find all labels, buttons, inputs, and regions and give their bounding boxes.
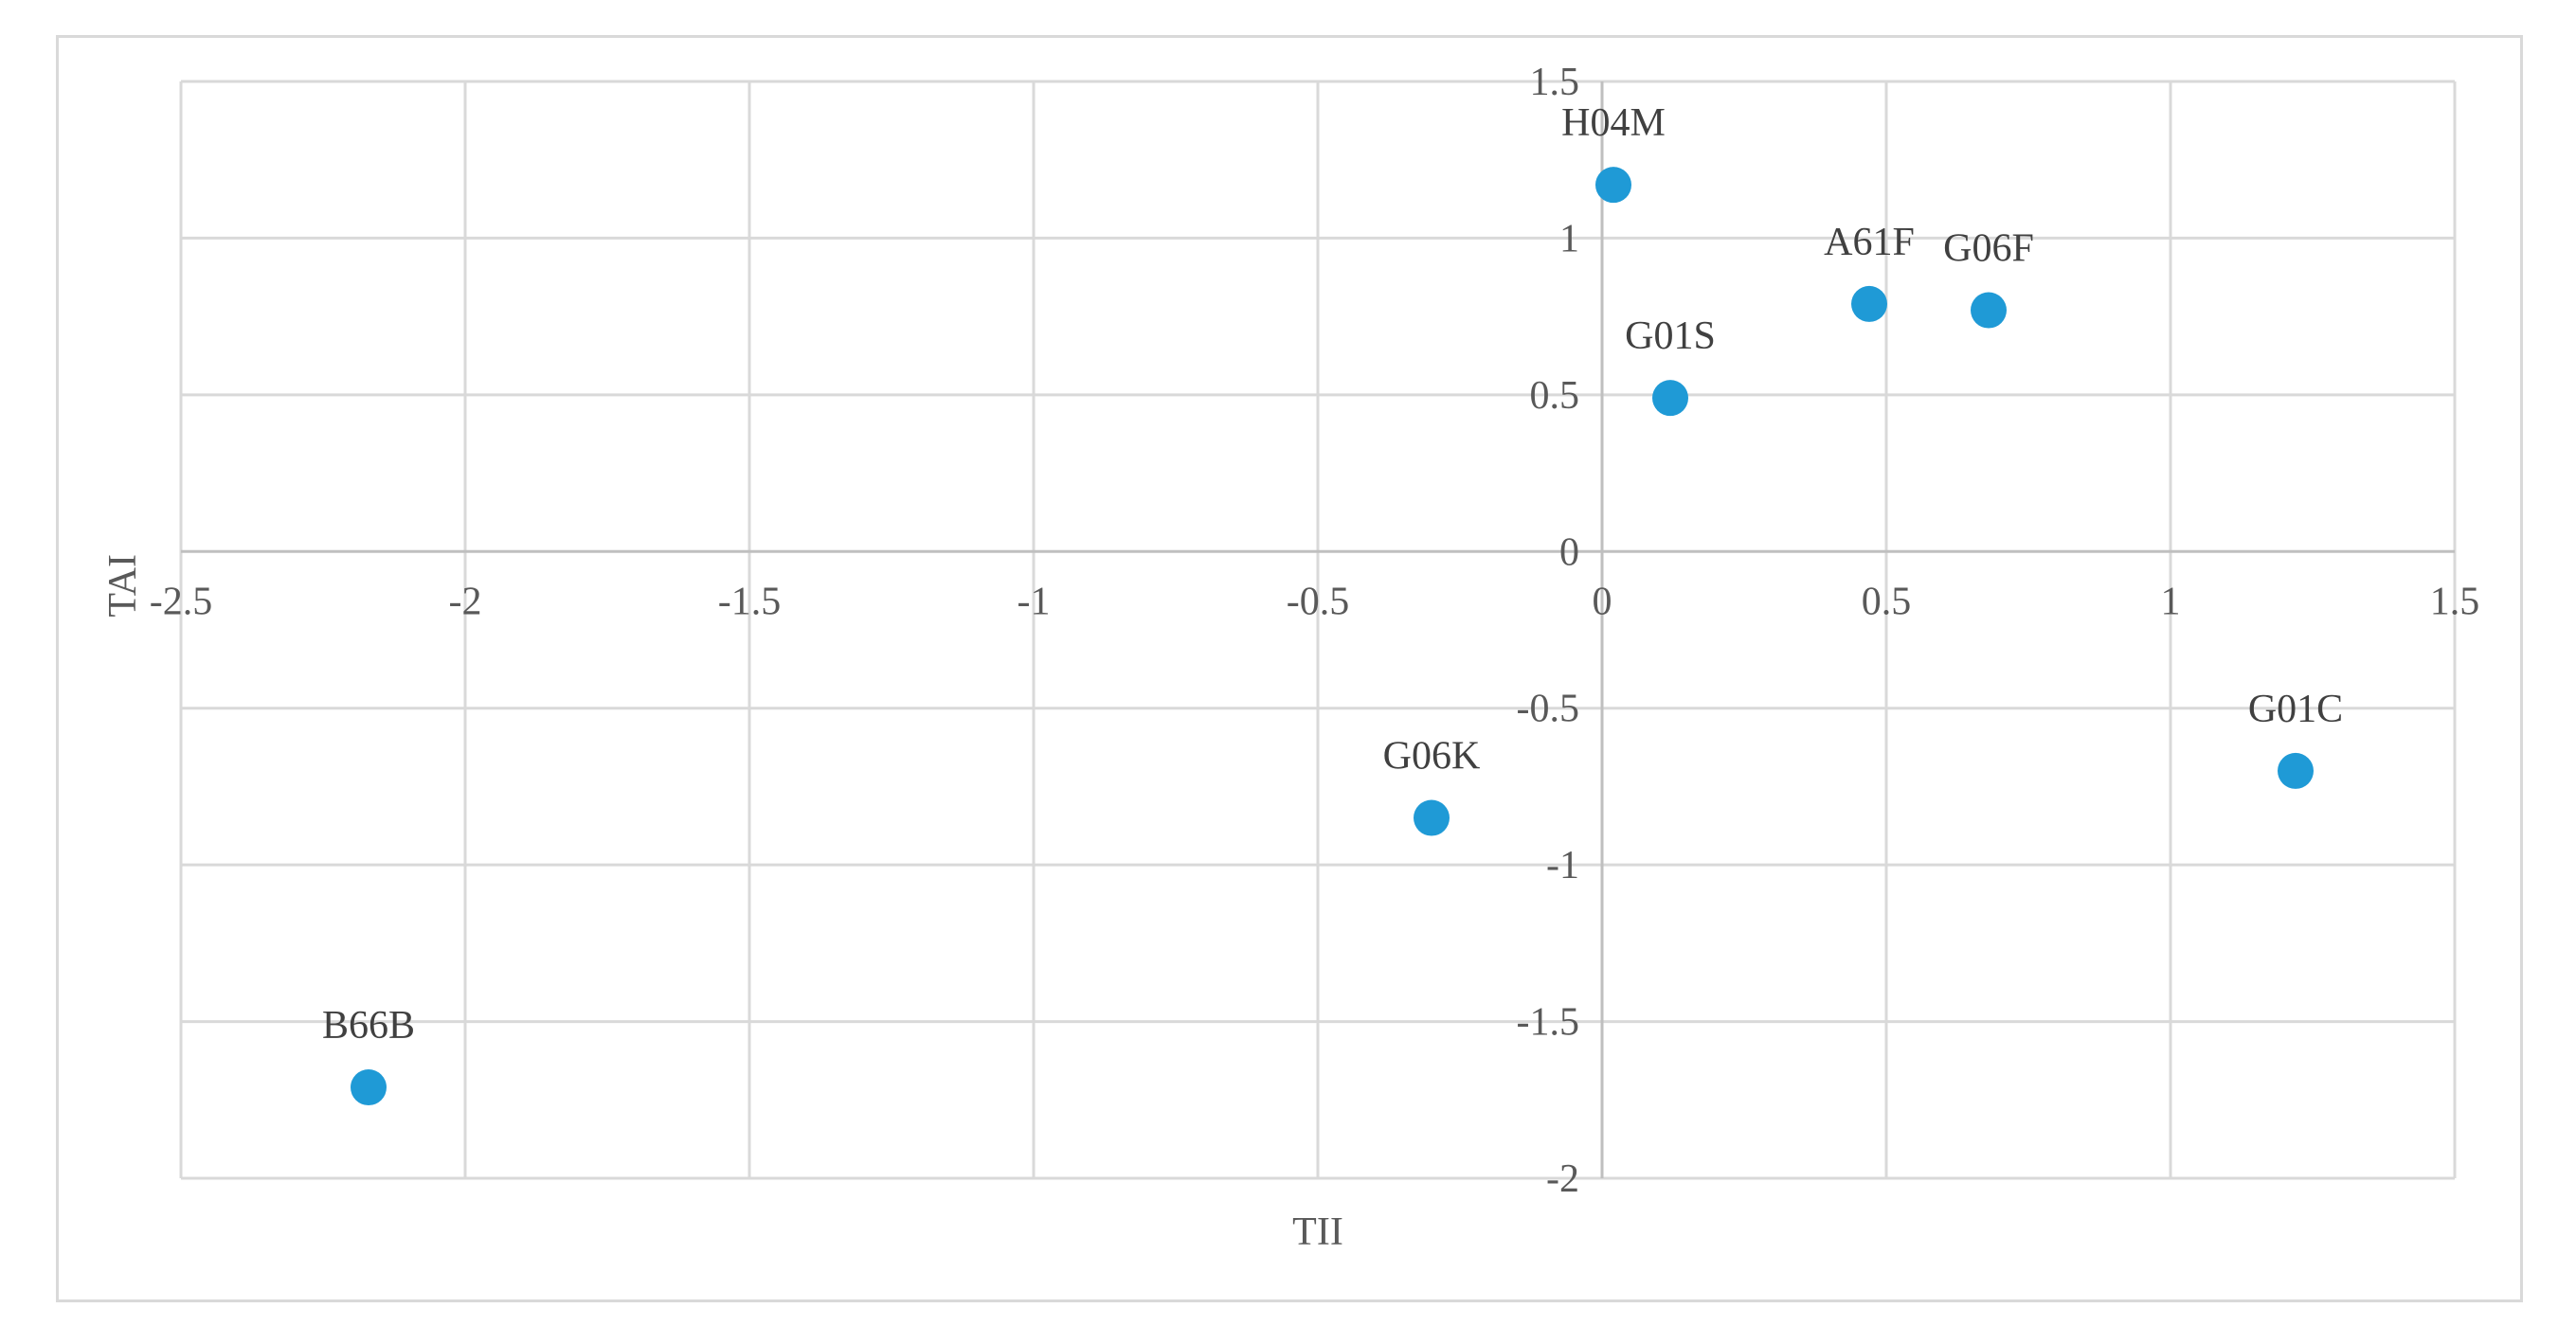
data-point xyxy=(1971,292,2007,329)
data-label: G06F xyxy=(1943,227,2034,271)
x-tick-label: -2 xyxy=(449,580,482,623)
y-tick-label: 0 xyxy=(1559,530,1579,574)
data-point xyxy=(1851,285,1887,322)
tick-labels: -2.5 -2 -1.5 -1 -0.5 0 0.5 1 1.5 -2 -1.5 -1 -0.5 0 0.5… xyxy=(150,61,2480,1201)
y-tick-label: -1 xyxy=(1546,844,1579,887)
x-tick-label: -1 xyxy=(1018,580,1051,623)
data-point xyxy=(2278,752,2314,789)
y-tick-label: 0.5 xyxy=(1530,374,1580,418)
axes xyxy=(181,81,2455,1178)
y-tick-label: 1 xyxy=(1559,217,1579,260)
data-point xyxy=(351,1069,387,1106)
data-label: B66B xyxy=(322,1004,415,1048)
y-axis-title: TAI xyxy=(101,554,145,618)
data-point xyxy=(1652,380,1688,417)
y-tick-label: -1.5 xyxy=(1517,1001,1580,1045)
data-label: H04M xyxy=(1561,101,1666,145)
data-label: A61F xyxy=(1824,221,1915,264)
x-tick-label: -1.5 xyxy=(718,580,782,623)
chart-frame xyxy=(56,35,2523,1302)
x-tick-label: 0 xyxy=(1593,580,1612,623)
x-tick-label: -0.5 xyxy=(1287,580,1350,623)
x-axis-title: TII xyxy=(1292,1210,1343,1254)
y-tick-label: -0.5 xyxy=(1517,688,1580,731)
data-point xyxy=(1414,799,1450,836)
y-tick-label: 1.5 xyxy=(1530,61,1580,104)
data-points: H04M A61F G06F G01S G01C G06K B66B xyxy=(322,101,2343,1106)
data-label: G01S xyxy=(1625,314,1716,358)
x-tick-label: 0.5 xyxy=(1862,580,1912,623)
data-point xyxy=(1595,167,1631,204)
data-label: G01C xyxy=(2248,688,2343,731)
x-tick-label: -2.5 xyxy=(150,580,213,623)
x-tick-label: 1.5 xyxy=(2430,580,2480,623)
gridlines xyxy=(179,80,2457,1180)
y-tick-label: -2 xyxy=(1546,1157,1579,1201)
x-tick-label: 1 xyxy=(2161,580,2181,623)
data-label: G06K xyxy=(1383,735,1481,779)
